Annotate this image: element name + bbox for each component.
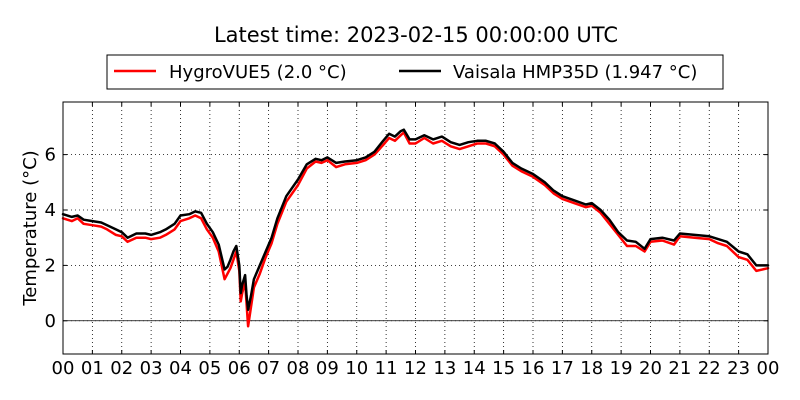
y-tick-label: 0: [45, 311, 56, 332]
series-line-hygrovue5: [61, 131, 770, 328]
x-tick-label: 11: [375, 358, 398, 379]
y-tick-label: 2: [45, 255, 56, 276]
y-tick-label: 6: [45, 145, 56, 166]
chart-legend: HygroVUE5 (2.0 °C) Vaisala HMP35D (1.947…: [106, 54, 724, 90]
x-tick-label: 00: [52, 358, 75, 379]
x-tick-label: 22: [698, 358, 721, 379]
x-tick-label: 16: [522, 358, 545, 379]
y-axis-label: Temperature (°C): [20, 150, 41, 306]
x-tick-label: 07: [257, 358, 280, 379]
x-tick-label: 03: [140, 358, 163, 379]
x-tick-label: 21: [668, 358, 691, 379]
x-tick-label: 05: [198, 358, 221, 379]
grid-layer: [63, 102, 768, 354]
x-tick-label: 04: [169, 358, 192, 379]
chart-title: Latest time: 2023-02-15 00:00:00 UTC: [214, 23, 618, 47]
x-tick-label: 17: [551, 358, 574, 379]
x-tick-label: 01: [81, 358, 104, 379]
series-line-vaisala: [61, 128, 770, 311]
x-tick-label: 14: [463, 358, 486, 379]
x-tick-label: 08: [287, 358, 310, 379]
x-tick-label: 12: [404, 358, 427, 379]
y-tick-label: 4: [45, 200, 56, 221]
x-tick-label: 15: [492, 358, 515, 379]
x-tick-label: 00: [757, 358, 780, 379]
x-tick-label: 06: [228, 358, 251, 379]
legend-label-hygrovue5: HygroVUE5 (2.0 °C): [169, 62, 347, 83]
x-tick-label: 13: [433, 358, 456, 379]
x-tick-label: 23: [727, 358, 750, 379]
series-layer: [61, 128, 770, 328]
x-tick-label: 09: [316, 358, 339, 379]
legend-label-vaisala: Vaisala HMP35D (1.947 °C): [453, 62, 697, 83]
x-tick-label: 18: [580, 358, 603, 379]
axes-layer: 00 01 02 03 04 05 06 07 08 09 10 11 12 13 14 15 16 17 18 19…: [45, 101, 780, 379]
x-tick-label: 02: [110, 358, 133, 379]
x-tick-label: 19: [610, 358, 633, 379]
x-tick-label: 20: [639, 358, 662, 379]
x-tick-label: 10: [345, 358, 368, 379]
